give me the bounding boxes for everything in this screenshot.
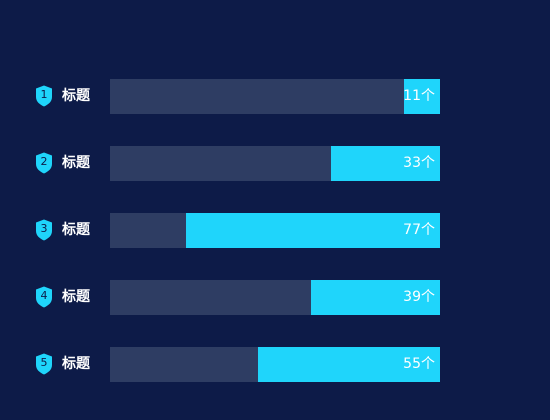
rank-number: 3 — [40, 222, 48, 235]
rank-number: 1 — [40, 88, 48, 101]
bar-track: 33个 — [110, 146, 440, 181]
bar — [186, 213, 440, 248]
bar — [331, 146, 440, 181]
shield-icon: 4 — [35, 286, 53, 308]
bar-track: 55个 — [110, 347, 440, 382]
bar — [311, 280, 440, 315]
category-label: 标题 — [62, 88, 90, 104]
rank-number: 5 — [40, 356, 48, 369]
category-label: 标题 — [62, 356, 90, 372]
rank-number: 4 — [40, 289, 48, 302]
value-label: 11个 — [403, 88, 435, 104]
value-label: 33个 — [403, 155, 435, 171]
bar — [404, 79, 440, 114]
rank-number: 2 — [40, 155, 48, 168]
bar-row: 2 标题 33个 — [0, 146, 550, 181]
bar-track: 39个 — [110, 280, 440, 315]
shield-icon: 3 — [35, 219, 53, 241]
category-label: 标题 — [62, 289, 90, 305]
shield-icon: 5 — [35, 353, 53, 375]
bar-track: 77个 — [110, 213, 440, 248]
bar — [258, 347, 440, 382]
bar-row: 5 标题 55个 — [0, 347, 550, 382]
value-label: 77个 — [403, 222, 435, 238]
category-label: 标题 — [62, 222, 90, 238]
bar-track: 11个 — [110, 79, 440, 114]
bar-row: 4 标题 39个 — [0, 280, 550, 315]
value-label: 55个 — [403, 356, 435, 372]
shield-icon: 1 — [35, 85, 53, 107]
shield-icon: 2 — [35, 152, 53, 174]
value-label: 39个 — [403, 289, 435, 305]
bar-row: 3 标题 77个 — [0, 213, 550, 248]
bar-row: 1 标题 11个 — [0, 79, 550, 114]
category-label: 标题 — [62, 155, 90, 171]
